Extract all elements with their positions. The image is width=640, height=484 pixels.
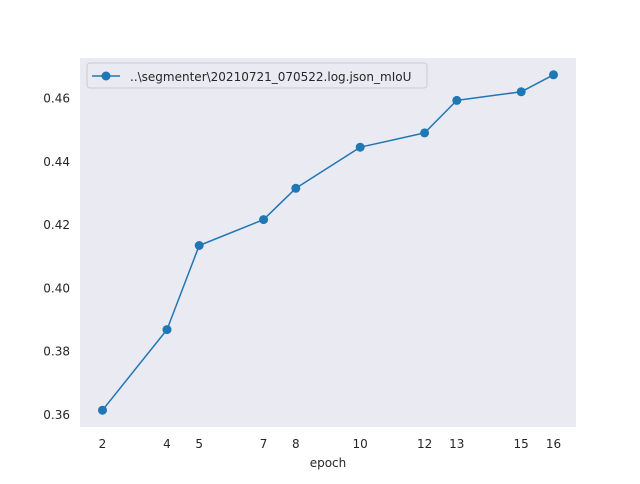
x-tick-label: 8: [292, 437, 300, 451]
y-tick-label: 0.40: [43, 281, 70, 295]
data-point: [98, 405, 107, 415]
x-tick-label: 15: [514, 437, 529, 451]
data-point: [259, 215, 269, 225]
data-point: [516, 87, 526, 97]
series-line: [101, 74, 554, 411]
data-point: [549, 70, 558, 80]
x-tick-label: 4: [163, 437, 171, 451]
data-point: [355, 142, 365, 152]
x-axis: 2 4 5 7 8 10 12 13 15 16: [99, 437, 561, 451]
y-tick-label: 0.36: [43, 408, 70, 422]
data-point: [194, 241, 204, 250]
data-point: [291, 183, 301, 193]
y-tick-label: 0.42: [43, 218, 70, 232]
x-tick-label: 7: [260, 437, 268, 451]
legend-entry-label: ..\segmenter\20210721_070522.log.json_mI…: [130, 70, 411, 84]
series-layer: [98, 70, 558, 415]
y-tick-label: 0.46: [43, 92, 70, 106]
x-tick-label: 12: [417, 437, 432, 451]
x-tick-label: 10: [353, 437, 368, 451]
legend: ..\segmenter\20210721_070522.log.json_mI…: [86, 62, 428, 89]
plot-area: [80, 58, 576, 427]
data-point: [420, 128, 430, 138]
x-tick-label: 16: [546, 437, 561, 451]
y-tick-label: 0.44: [43, 155, 70, 169]
data-point: [162, 325, 172, 335]
x-axis-label: epoch: [310, 456, 347, 470]
legend-point-marker: [101, 71, 111, 81]
x-tick-label: 13: [449, 437, 464, 451]
x-tick-label: 5: [195, 437, 203, 451]
x-tick-label: 2: [99, 437, 107, 451]
data-point: [452, 95, 462, 105]
y-axis: 0.36 0.38 0.40 0.42 0.44 0.46: [43, 92, 70, 422]
legend-box: [86, 62, 428, 89]
y-tick-label: 0.38: [43, 345, 70, 359]
